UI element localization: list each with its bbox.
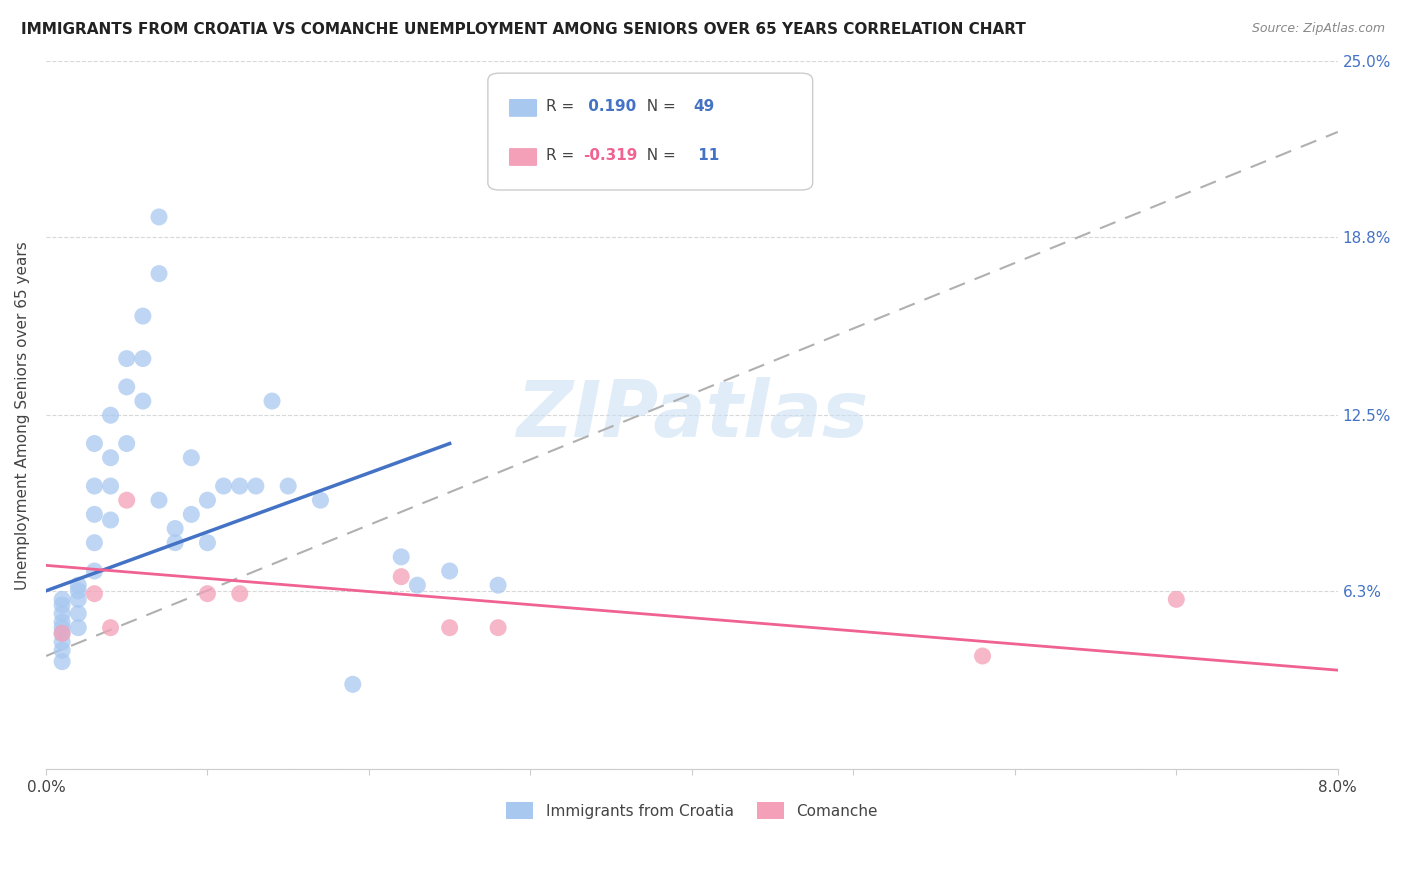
Point <box>148 210 170 224</box>
Legend: Immigrants from Croatia, Comanche: Immigrants from Croatia, Comanche <box>499 796 884 825</box>
Text: 0.190: 0.190 <box>583 99 637 113</box>
Text: ZIPatlas: ZIPatlas <box>516 377 868 453</box>
Point <box>115 380 138 394</box>
Point <box>212 479 235 493</box>
Point <box>132 309 155 323</box>
Point <box>197 587 219 601</box>
Point <box>229 479 252 493</box>
Point <box>51 626 73 640</box>
Point <box>180 508 202 522</box>
Point <box>165 522 187 536</box>
Point <box>277 479 299 493</box>
Point <box>51 655 73 669</box>
Point <box>342 677 364 691</box>
Point <box>51 643 73 657</box>
Point <box>51 635 73 649</box>
Point <box>165 535 187 549</box>
Point <box>67 592 90 607</box>
Point <box>486 621 509 635</box>
Point <box>67 578 90 592</box>
Point <box>439 564 461 578</box>
Point <box>83 564 105 578</box>
Point <box>260 394 283 409</box>
Point <box>132 351 155 366</box>
Point <box>83 535 105 549</box>
Point <box>148 493 170 508</box>
Point <box>309 493 332 508</box>
Point <box>115 493 138 508</box>
Text: 11: 11 <box>693 148 720 162</box>
Point <box>115 351 138 366</box>
Point <box>197 535 219 549</box>
Point <box>132 394 155 409</box>
Point <box>100 479 122 493</box>
Point <box>389 549 412 564</box>
Point <box>180 450 202 465</box>
Point <box>245 479 267 493</box>
Text: N =: N = <box>637 99 681 113</box>
Point <box>1166 592 1188 607</box>
Point <box>83 587 105 601</box>
Point <box>83 436 105 450</box>
Point <box>100 450 122 465</box>
Text: 49: 49 <box>693 99 714 113</box>
Point <box>51 626 73 640</box>
Point <box>115 436 138 450</box>
Y-axis label: Unemployment Among Seniors over 65 years: Unemployment Among Seniors over 65 years <box>15 241 30 590</box>
Text: R =: R = <box>546 99 579 113</box>
Text: R =: R = <box>546 148 579 162</box>
Point <box>100 513 122 527</box>
Point <box>51 615 73 629</box>
Text: N =: N = <box>637 148 681 162</box>
Point <box>406 578 429 592</box>
Point <box>51 592 73 607</box>
Point <box>197 493 219 508</box>
Point <box>486 578 509 592</box>
Point <box>83 508 105 522</box>
Point <box>229 587 252 601</box>
Point <box>67 621 90 635</box>
Text: -0.319: -0.319 <box>583 148 638 162</box>
Point <box>83 479 105 493</box>
Point <box>51 607 73 621</box>
Point <box>67 607 90 621</box>
Point <box>100 408 122 422</box>
Point <box>100 621 122 635</box>
Point <box>67 583 90 598</box>
Text: IMMIGRANTS FROM CROATIA VS COMANCHE UNEMPLOYMENT AMONG SENIORS OVER 65 YEARS COR: IMMIGRANTS FROM CROATIA VS COMANCHE UNEM… <box>21 22 1026 37</box>
Point <box>51 621 73 635</box>
Point <box>439 621 461 635</box>
Point <box>972 648 994 663</box>
Point <box>51 598 73 612</box>
Text: Source: ZipAtlas.com: Source: ZipAtlas.com <box>1251 22 1385 36</box>
Point <box>389 570 412 584</box>
Point <box>148 267 170 281</box>
